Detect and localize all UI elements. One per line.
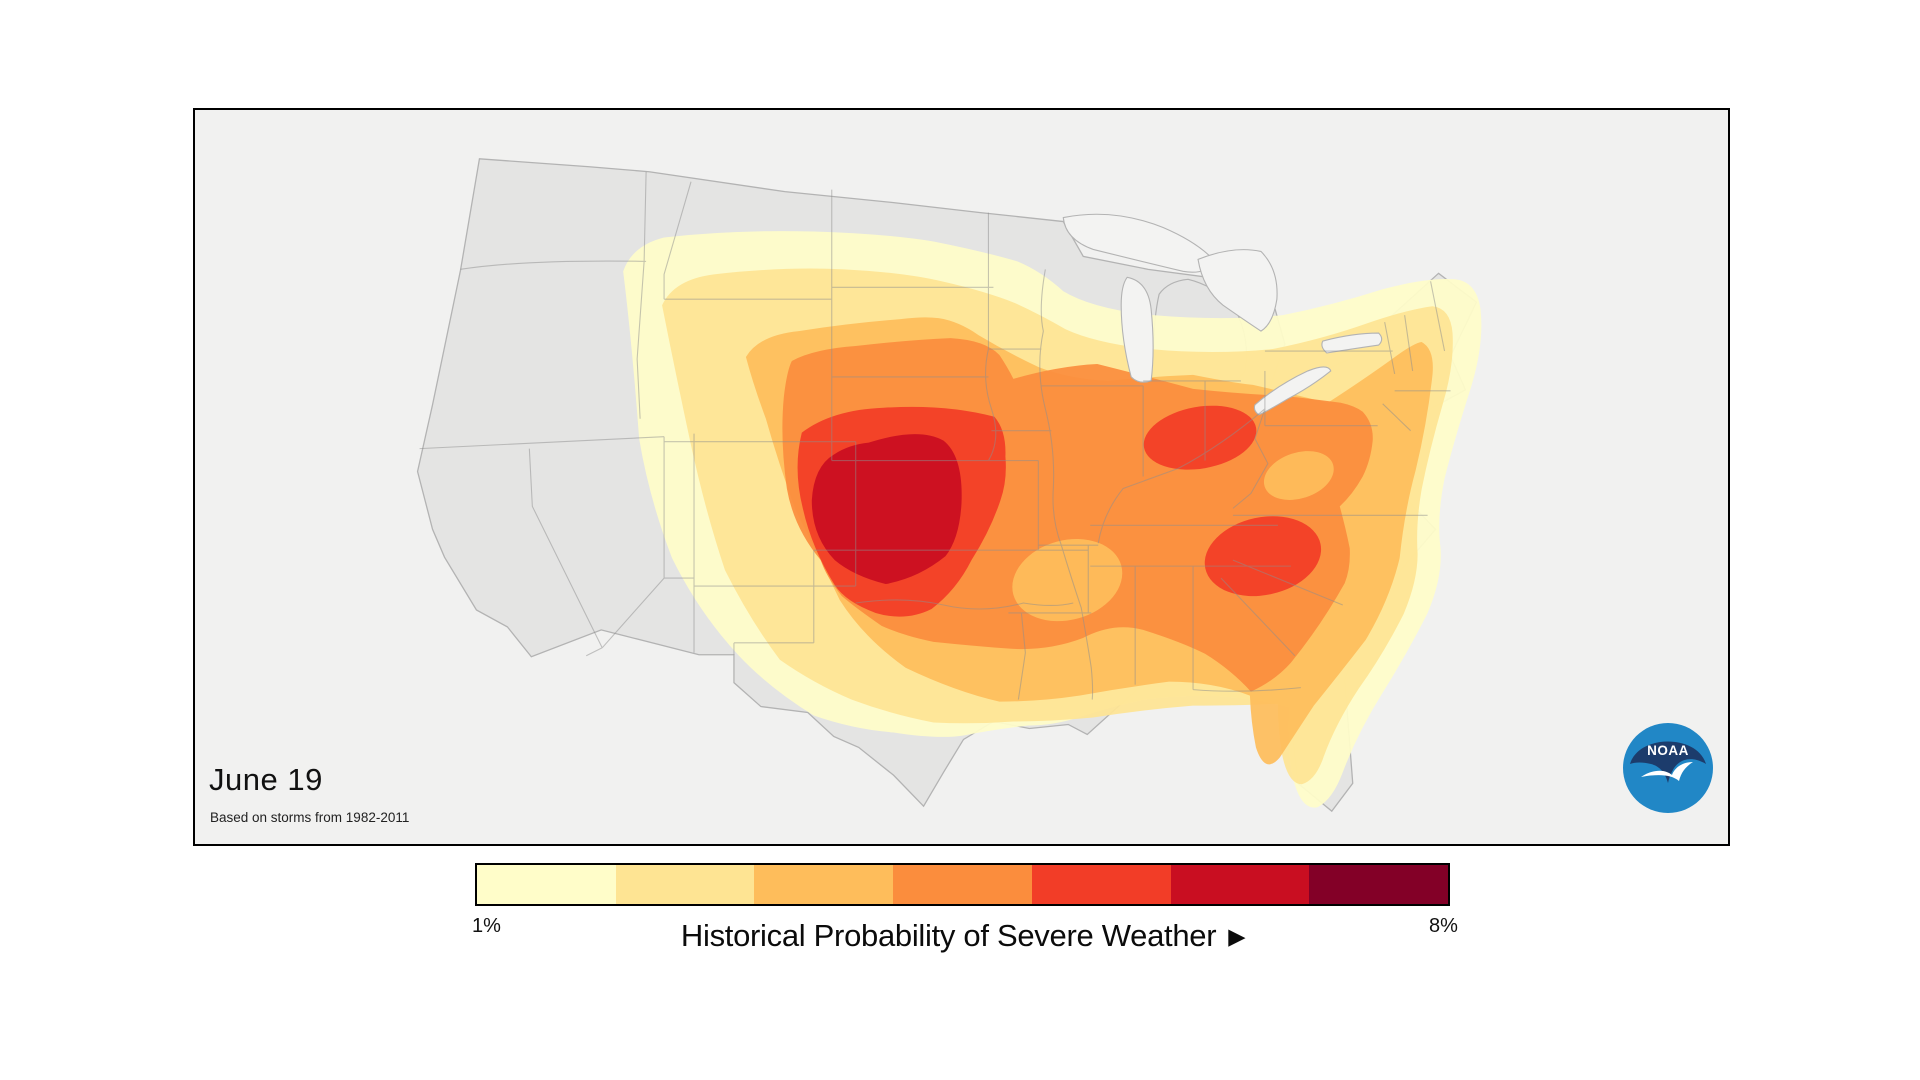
- contour-dip-missouri: [1012, 538, 1123, 622]
- legend-swatch-4: [893, 865, 1032, 904]
- noaa-logo-gull-icon: [1641, 762, 1693, 781]
- noaa-logo-fan: [1630, 741, 1706, 783]
- lake-ontario: [1321, 332, 1383, 354]
- state-borders: [419, 171, 1451, 700]
- probability-contours: [623, 231, 1482, 808]
- contour-dip-west-virginia: [1263, 451, 1334, 500]
- source-note: Based on storms from 1982-2011: [210, 810, 410, 825]
- legend-swatch-1: [477, 865, 616, 904]
- contour-5pct-carolinas: [1204, 516, 1322, 597]
- legend-colorbar: [475, 863, 1450, 906]
- us-probability-map: [195, 110, 1728, 844]
- legend-swatch-6: [1170, 865, 1310, 904]
- lake-huron: [1197, 249, 1278, 332]
- legend-swatch-7: [1309, 865, 1449, 904]
- lake-michigan: [1120, 276, 1154, 383]
- legend-max-label: 8%: [1429, 915, 1458, 937]
- contour-6pct-core: [811, 434, 962, 585]
- legend-title-text: Historical Probability of Severe Weather: [680, 918, 1217, 953]
- legend-swatch-3: [754, 865, 894, 904]
- noaa-logo-text: NOAA: [1647, 743, 1689, 758]
- great-lakes: [1062, 213, 1383, 416]
- date-label: June 19: [209, 762, 323, 797]
- map-panel: June 19 Based on storms from 1982-2011 N…: [193, 108, 1730, 846]
- legend-min-label: 1%: [472, 915, 501, 937]
- contour-5pct-ohio-valley: [1143, 405, 1257, 470]
- noaa-logo: NOAA: [1623, 723, 1713, 813]
- play-arrow-icon: ▶: [1228, 924, 1246, 949]
- legend-swatch-5: [1031, 865, 1171, 904]
- legend-title: Historical Probability of Severe Weather…: [680, 918, 1246, 954]
- legend-swatch-2: [615, 865, 755, 904]
